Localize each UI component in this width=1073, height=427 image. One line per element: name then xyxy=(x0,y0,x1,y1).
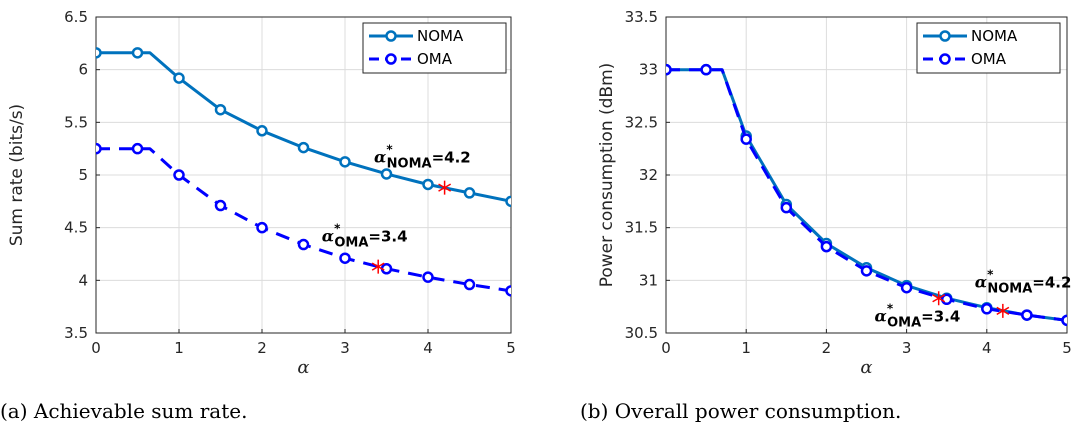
legend-swatch-marker xyxy=(387,55,396,64)
y-axis-label: Power consumption (dBm) xyxy=(597,63,617,288)
data-point-oma xyxy=(341,254,350,263)
data-point-oma xyxy=(822,242,831,251)
data-point-noma xyxy=(341,157,350,166)
data-point-noma xyxy=(133,48,142,57)
y-axis-label: Sum rate (bits/s) xyxy=(7,104,27,246)
legend: NOMA OMA xyxy=(917,23,1060,73)
x-tick-label: 1 xyxy=(741,339,751,357)
data-point-oma xyxy=(982,304,991,313)
data-point-oma xyxy=(902,283,911,292)
annot-value: =3.4 xyxy=(921,307,960,325)
legend-swatch-marker xyxy=(941,32,950,41)
annot-star: * xyxy=(887,301,894,315)
data-point-oma xyxy=(862,266,871,275)
y-tick-label: 31 xyxy=(639,271,658,289)
y-tick-label: 32.5 xyxy=(625,113,658,131)
legend-label: OMA xyxy=(417,50,453,68)
x-tick-label: 5 xyxy=(1062,339,1072,357)
panel-a-sum-rate: 0 1 2 3 4 5 3.5 4 4.5 5 5.5 6 6.5 α Sum rate (bits/s) α… xyxy=(0,8,516,423)
annot-value: =3.4 xyxy=(368,227,407,245)
data-point-noma xyxy=(507,197,516,206)
panel-b-power-consumption: 0 1 2 3 4 5 30.5 31 31.5 32 32.5 33 33.5 α Power consu… xyxy=(580,8,1072,423)
data-point-noma xyxy=(465,188,474,197)
data-point-oma xyxy=(1022,311,1031,320)
data-point-oma xyxy=(702,65,711,74)
data-point-oma xyxy=(92,144,101,153)
y-tick-label: 31.5 xyxy=(625,219,658,237)
legend-label: OMA xyxy=(971,50,1007,68)
y-tick-label: 33.5 xyxy=(625,8,658,26)
x-tick-label: 2 xyxy=(257,339,267,357)
data-point-oma xyxy=(742,135,751,144)
y-tick-label: 4.5 xyxy=(64,219,88,237)
x-axis-label: α xyxy=(860,357,872,378)
annot-value: =4.2 xyxy=(432,148,471,166)
annot-subscript: NOMA xyxy=(987,282,1032,297)
x-tick-label: 4 xyxy=(423,339,433,357)
x-tick-label: 0 xyxy=(661,339,671,357)
data-point-oma xyxy=(299,240,308,249)
data-point-oma xyxy=(507,286,516,295)
annot-star: * xyxy=(334,221,341,235)
data-point-oma xyxy=(465,280,474,289)
data-point-noma xyxy=(175,74,184,83)
annot-alpha: α xyxy=(322,226,334,245)
annot-subscript: OMA xyxy=(887,315,921,330)
legend-swatch-marker xyxy=(387,32,396,41)
x-tick-label: 3 xyxy=(340,339,350,357)
data-point-noma xyxy=(258,126,267,135)
x-tick-label: 4 xyxy=(982,339,992,357)
data-point-oma xyxy=(782,203,791,212)
data-point-oma xyxy=(382,264,391,273)
annot-alpha: α xyxy=(374,147,386,166)
annot-subscript: OMA xyxy=(334,235,368,250)
y-tick-label: 6.5 xyxy=(64,8,88,26)
annot-star: * xyxy=(987,268,994,282)
data-point-oma xyxy=(258,223,267,232)
figure-caption: (b) Overall power consumption. xyxy=(580,399,901,423)
x-tick-label: 0 xyxy=(91,339,101,357)
x-tick-label: 3 xyxy=(902,339,912,357)
data-point-noma xyxy=(299,143,308,152)
data-point-oma xyxy=(175,171,184,180)
annot-subscript: NOMA xyxy=(387,156,432,171)
legend-label: NOMA xyxy=(417,27,464,45)
data-point-oma xyxy=(133,144,142,153)
annot-alpha: α xyxy=(975,273,987,292)
legend-swatch-marker xyxy=(941,55,950,64)
y-tick-label: 3.5 xyxy=(64,324,88,342)
data-point-noma xyxy=(216,105,225,114)
annot-star: * xyxy=(386,142,393,156)
figure-caption: (a) Achievable sum rate. xyxy=(0,399,247,423)
data-point-oma xyxy=(424,273,433,282)
y-tick-label: 32 xyxy=(639,166,658,184)
y-tick-label: 6 xyxy=(78,61,88,79)
data-point-oma xyxy=(1063,316,1072,325)
legend-label: NOMA xyxy=(971,27,1018,45)
data-point-oma xyxy=(662,65,671,74)
data-point-noma xyxy=(92,48,101,57)
y-tick-label: 4 xyxy=(78,271,88,289)
x-axis-label: α xyxy=(297,357,309,378)
y-tick-label: 5.5 xyxy=(64,113,88,131)
x-tick-label: 1 xyxy=(174,339,184,357)
y-tick-label: 30.5 xyxy=(625,324,658,342)
data-point-oma xyxy=(216,201,225,210)
x-tick-label: 5 xyxy=(506,339,516,357)
annot-alpha: α xyxy=(875,306,887,325)
data-point-noma xyxy=(424,180,433,189)
y-tick-label: 5 xyxy=(78,166,88,184)
x-tick-label: 2 xyxy=(822,339,832,357)
y-tick-label: 33 xyxy=(639,61,658,79)
annot-value: =4.2 xyxy=(1032,274,1071,292)
legend: NOMA OMA xyxy=(363,23,506,73)
